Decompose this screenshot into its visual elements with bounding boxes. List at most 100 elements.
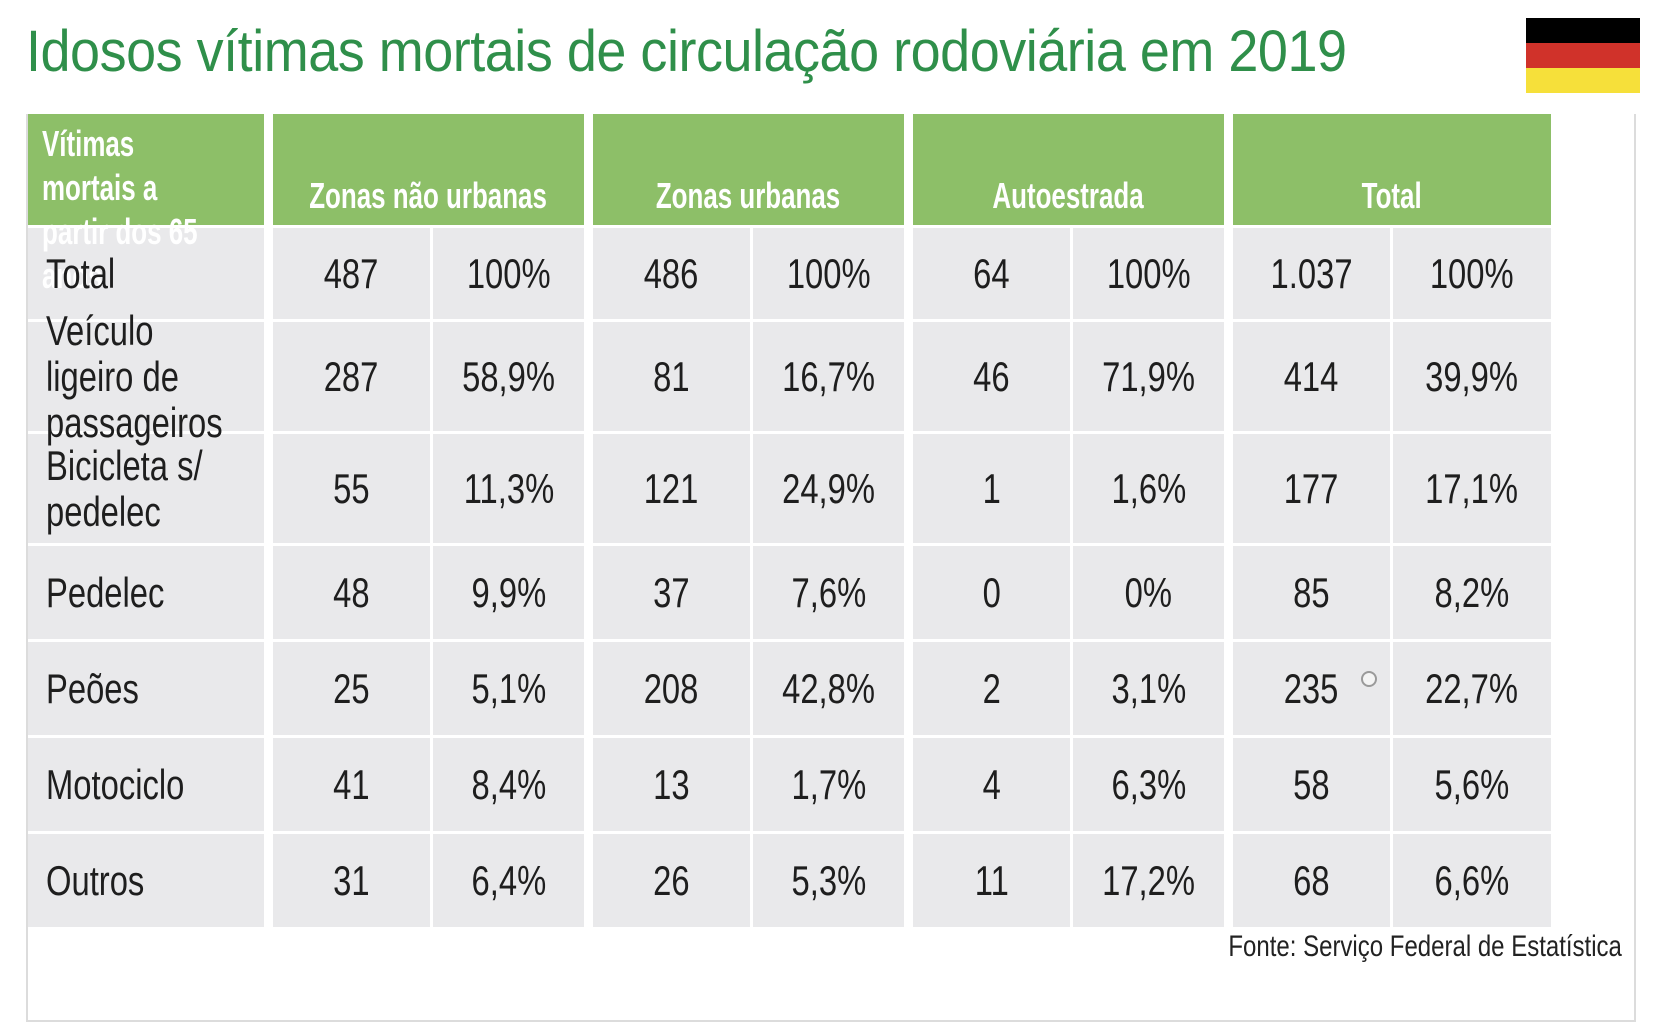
count-value: 55 xyxy=(333,464,370,512)
count-cell: 26 xyxy=(593,834,753,930)
percent-cell: 5,3% xyxy=(753,834,913,930)
count-cell: 487 xyxy=(273,228,433,322)
count-cell: 31 xyxy=(273,834,433,930)
percent-cell: 16,7% xyxy=(753,322,913,434)
percent-cell: 1,7% xyxy=(753,738,913,834)
count-cell: 48 xyxy=(273,546,433,642)
count-value: 414 xyxy=(1284,352,1339,400)
count-value: 177 xyxy=(1284,464,1339,512)
percent-cell: 100% xyxy=(433,228,593,322)
percent-value: 24,9% xyxy=(782,464,875,512)
percent-value: 7,6% xyxy=(791,568,866,616)
count-cell: 58 xyxy=(1233,738,1393,834)
count-cell: 1.037 xyxy=(1233,228,1393,322)
count-cell: 46 xyxy=(913,322,1073,434)
percent-value: 39,9% xyxy=(1425,352,1519,400)
percent-value: 100% xyxy=(1430,249,1514,297)
percent-cell: 17,2% xyxy=(1073,834,1233,930)
percent-cell: 22,7% xyxy=(1393,642,1554,738)
percent-value: 0% xyxy=(1124,568,1173,616)
count-value: 1 xyxy=(982,464,1001,512)
count-cell: 414 xyxy=(1233,322,1393,434)
row-label: Peões xyxy=(46,664,139,712)
percent-cell: 9,9% xyxy=(433,546,593,642)
percent-value: 11,3% xyxy=(463,464,554,512)
percent-cell: 17,1% xyxy=(1393,434,1554,546)
count-value: 486 xyxy=(644,249,699,297)
percent-cell: 6,4% xyxy=(433,834,593,930)
percent-cell: 39,9% xyxy=(1393,322,1554,434)
percent-value: 71,9% xyxy=(1102,352,1195,400)
row-label: Motociclo xyxy=(46,760,185,808)
count-cell: 177 xyxy=(1233,434,1393,546)
column-group-label: Zonas urbanas xyxy=(656,175,841,216)
count-value: 41 xyxy=(333,760,370,808)
row-label-cell: Bicicleta s/ pedelec xyxy=(28,434,273,546)
count-value: 58 xyxy=(1293,760,1330,808)
percent-value: 58,9% xyxy=(462,352,555,400)
percent-value: 5,6% xyxy=(1434,760,1510,808)
column-group-label: Total xyxy=(1361,175,1422,216)
count-value: 64 xyxy=(973,249,1010,297)
percent-value: 1,6% xyxy=(1111,464,1186,512)
percent-value: 1,7% xyxy=(791,760,866,808)
percent-value: 42,8% xyxy=(782,664,875,712)
count-cell: 11 xyxy=(913,834,1073,930)
row-label: Pedelec xyxy=(46,568,165,616)
corner-header-text: Vítimas mortais a partir dos 65 anos xyxy=(42,123,198,296)
percent-value: 6,3% xyxy=(1111,760,1186,808)
percent-cell: 8,4% xyxy=(433,738,593,834)
count-cell: 121 xyxy=(593,434,753,546)
count-value: 121 xyxy=(644,464,699,512)
count-value: 48 xyxy=(333,568,370,616)
count-value: 11 xyxy=(974,856,1009,904)
flag-stripe-gold xyxy=(1526,68,1640,93)
count-cell: 85 xyxy=(1233,546,1393,642)
percent-cell: 1,6% xyxy=(1073,434,1233,546)
count-cell: 287 xyxy=(273,322,433,434)
count-cell: 81 xyxy=(593,322,753,434)
count-cell: 37 xyxy=(593,546,753,642)
count-value: 2 xyxy=(982,664,1001,712)
percent-value: 3,1% xyxy=(1111,664,1186,712)
count-value: 85 xyxy=(1293,568,1330,616)
column-group-label: Autoestrada xyxy=(992,175,1145,216)
percent-cell: 58,9% xyxy=(433,322,593,434)
percent-cell: 71,9% xyxy=(1073,322,1233,434)
percent-cell: 3,1% xyxy=(1073,642,1233,738)
row-label-cell: Outros xyxy=(28,834,273,930)
percent-value: 17,2% xyxy=(1102,856,1195,904)
percent-cell: 5,1% xyxy=(433,642,593,738)
percent-cell: 6,6% xyxy=(1393,834,1554,930)
percent-cell: 5,6% xyxy=(1393,738,1554,834)
count-cell: 1 xyxy=(913,434,1073,546)
count-cell: 68 xyxy=(1233,834,1393,930)
count-value: 46 xyxy=(973,352,1010,400)
percent-value: 6,6% xyxy=(1434,856,1510,904)
percent-value: 22,7% xyxy=(1425,664,1519,712)
count-cell: 2 xyxy=(913,642,1073,738)
percent-value: 17,1% xyxy=(1425,464,1519,512)
row-label: Veículo ligeiro de passageiros xyxy=(46,306,223,446)
percent-value: 100% xyxy=(466,249,551,297)
count-cell: 13 xyxy=(593,738,753,834)
percent-value: 9,9% xyxy=(471,568,546,616)
row-label: Outros xyxy=(46,856,145,904)
percent-cell: 24,9% xyxy=(753,434,913,546)
count-value: 13 xyxy=(653,760,690,808)
percent-value: 5,1% xyxy=(471,664,546,712)
count-cell: 486 xyxy=(593,228,753,322)
percent-cell: 6,3% xyxy=(1073,738,1233,834)
count-value: 208 xyxy=(644,664,699,712)
percent-cell: 0% xyxy=(1073,546,1233,642)
percent-cell: 42,8% xyxy=(753,642,913,738)
percent-value: 8,4% xyxy=(471,760,546,808)
count-cell: 0 xyxy=(913,546,1073,642)
count-cell: 235 xyxy=(1233,642,1393,738)
count-value: 81 xyxy=(653,352,690,400)
row-label-cell: Veículo ligeiro de passageiros xyxy=(28,307,273,445)
row-label-cell: Pedelec xyxy=(28,546,273,642)
row-label-cell: Peões xyxy=(28,642,273,738)
row-label-cell: Motociclo xyxy=(28,738,273,834)
column-group-header: Autoestrada xyxy=(913,114,1233,228)
